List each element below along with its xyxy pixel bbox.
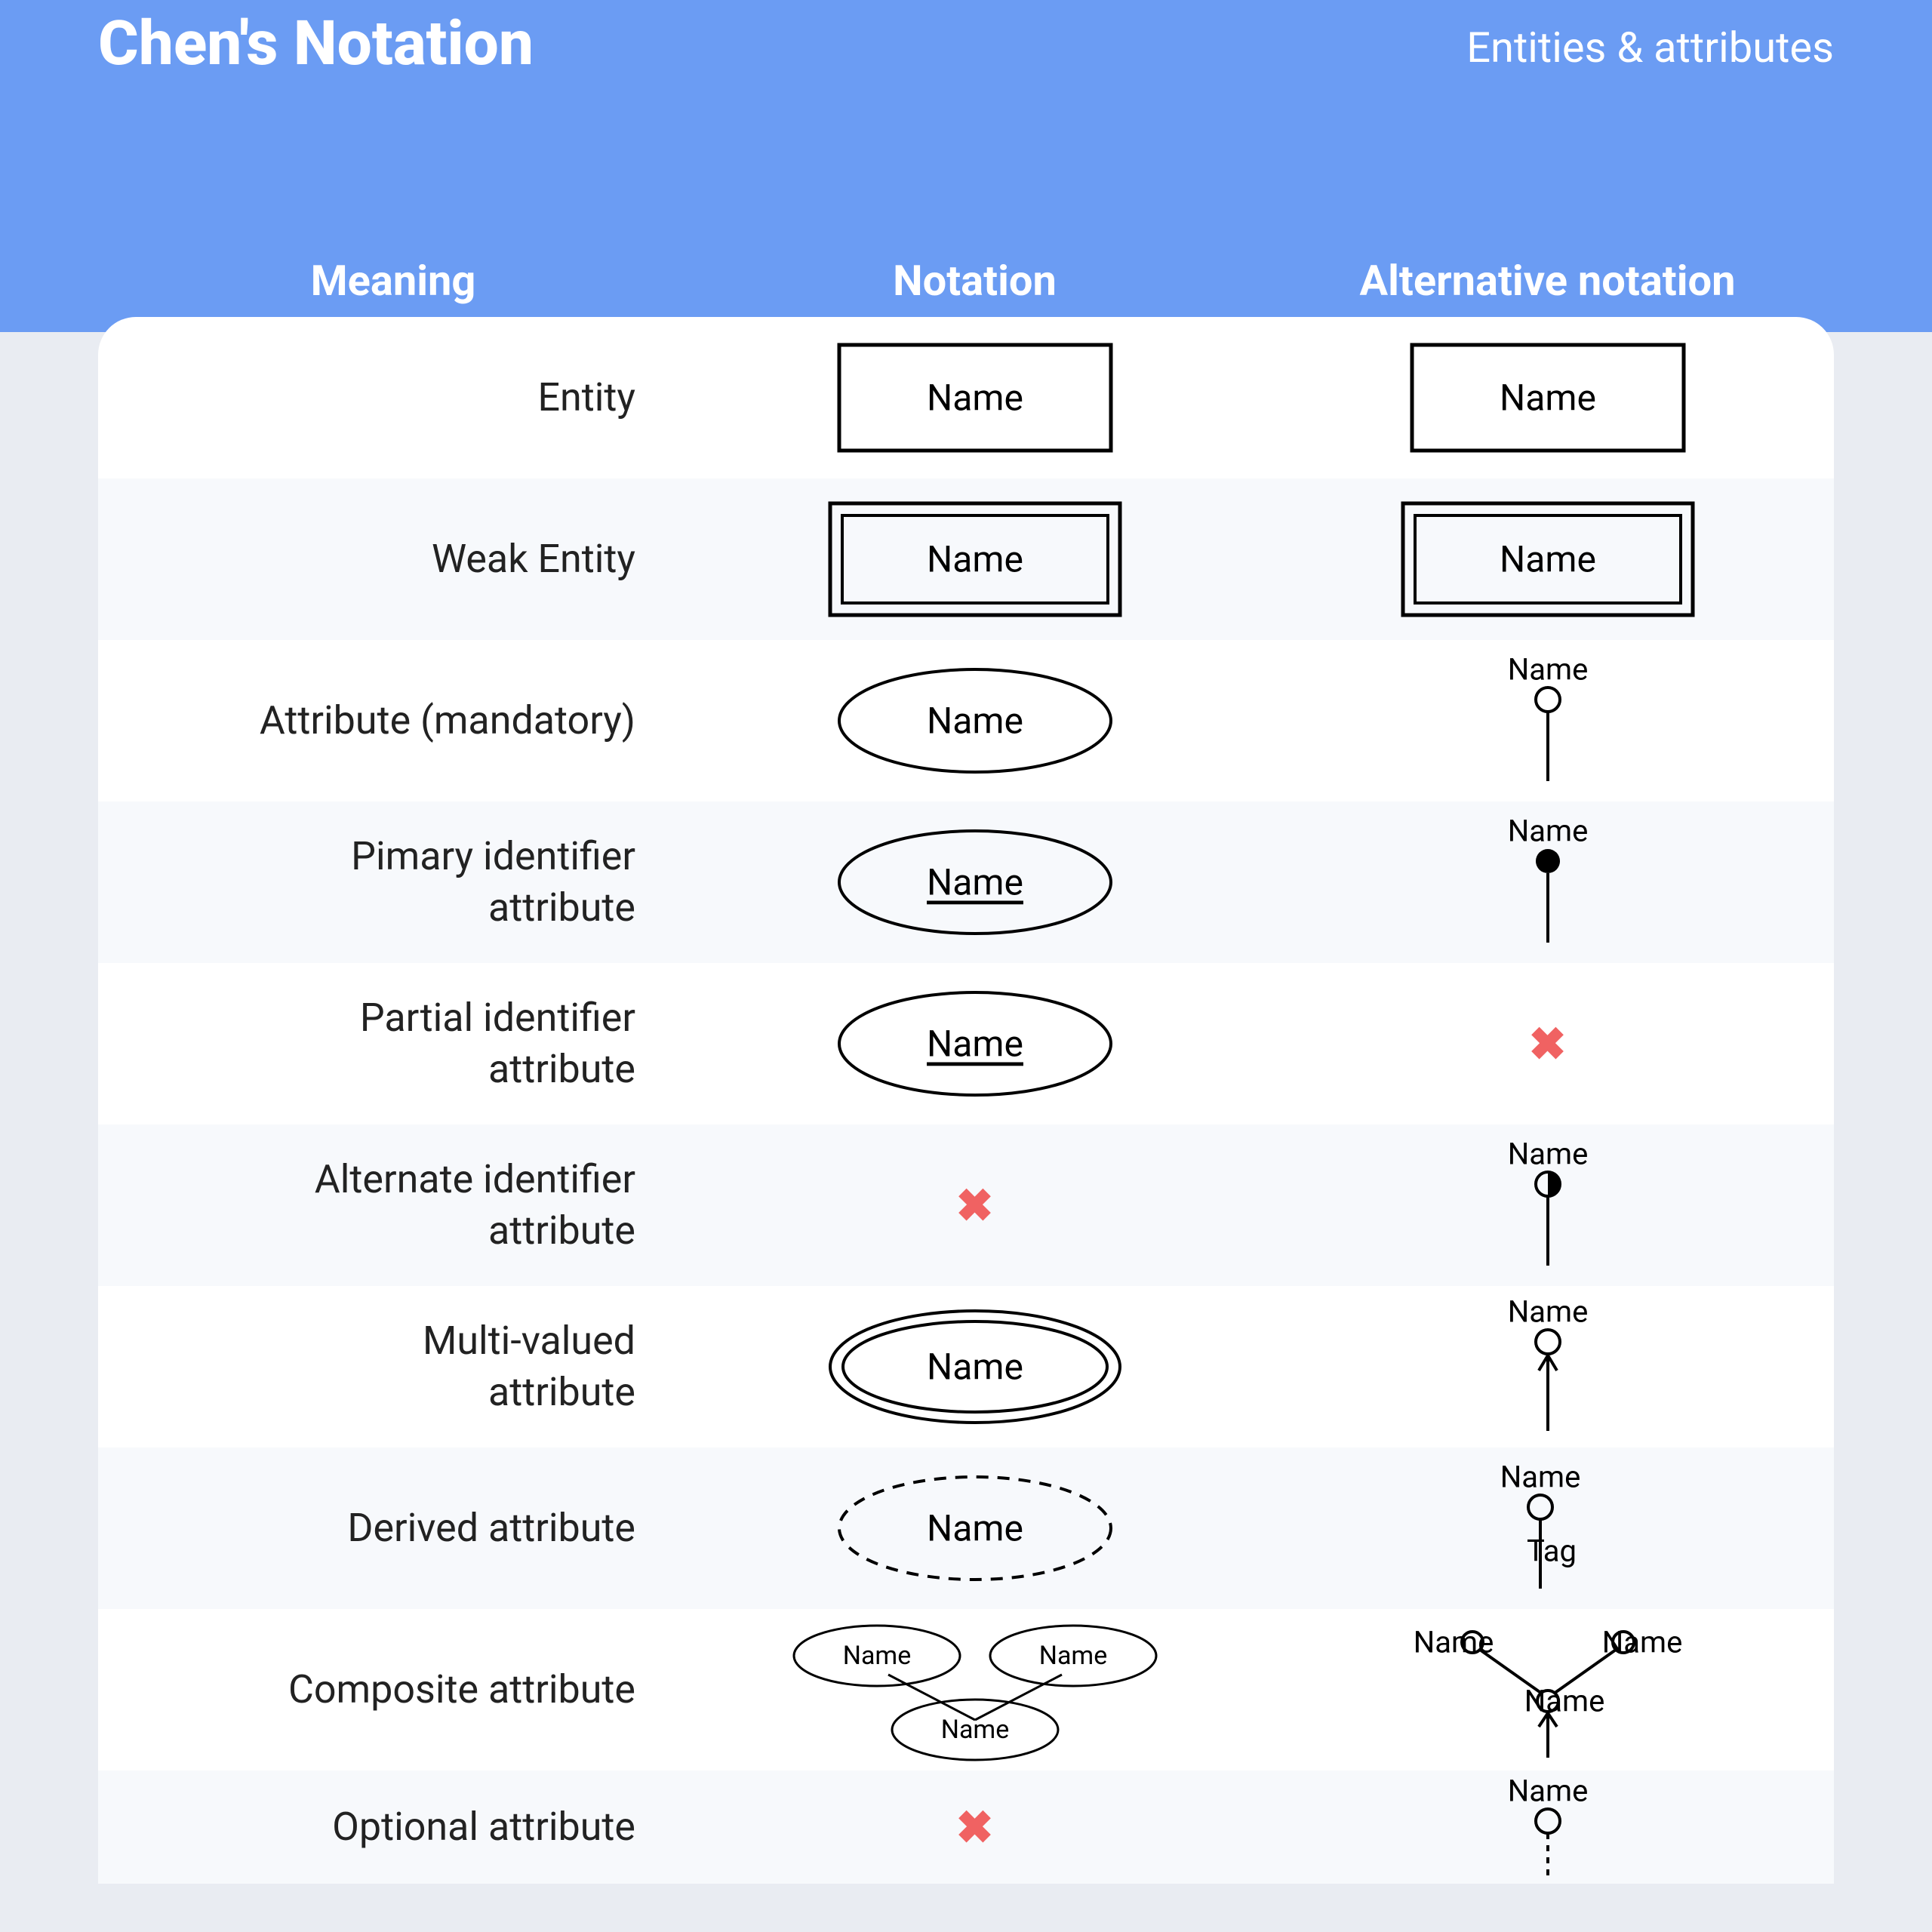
svg-text:Tag: Tag bbox=[1527, 1534, 1577, 1569]
svg-text:Name: Name bbox=[1507, 814, 1588, 849]
alt-attribute: Name bbox=[1261, 653, 1834, 789]
col-header-alternative: Alternative notation bbox=[1261, 256, 1834, 306]
meaning-label: Alternate identifier attribute bbox=[98, 1154, 688, 1256]
table-row: Weak Entity Name Name bbox=[98, 478, 1834, 640]
page-subtitle: Entities & attributes bbox=[1466, 23, 1834, 72]
svg-text:Name: Name bbox=[927, 1507, 1023, 1550]
alt-weak-entity: Name bbox=[1261, 499, 1834, 620]
table-row: Pimary identifier attribute Name Name bbox=[98, 801, 1834, 963]
notation-table: Entity Name Name Weak Entity Name bbox=[98, 317, 1834, 1884]
svg-text:Name: Name bbox=[842, 1641, 911, 1671]
svg-text:Name: Name bbox=[1507, 1137, 1588, 1172]
notation-partial-id: Name bbox=[688, 987, 1261, 1100]
svg-text:Name: Name bbox=[927, 538, 1023, 581]
col-header-notation: Notation bbox=[688, 256, 1261, 306]
meaning-label: Weak Entity bbox=[98, 534, 688, 585]
svg-text:Name: Name bbox=[1500, 377, 1596, 420]
svg-text:Name: Name bbox=[1507, 652, 1588, 688]
page-title: Chen's Notation bbox=[98, 8, 534, 80]
alt-entity: Name bbox=[1261, 341, 1834, 454]
cross-icon: ✖ bbox=[1528, 1017, 1566, 1071]
svg-text:Name: Name bbox=[927, 377, 1023, 420]
table-row: Optional attribute ✖ Name bbox=[98, 1770, 1834, 1884]
alt-multivalued: Name bbox=[1261, 1295, 1834, 1438]
svg-text:Name: Name bbox=[1500, 538, 1596, 581]
meaning-label: Composite attribute bbox=[98, 1664, 688, 1715]
notation-primary-id: Name bbox=[688, 826, 1261, 939]
alt-primary-id: Name bbox=[1261, 814, 1834, 950]
alt-composite: Name Name Name bbox=[1261, 1618, 1834, 1761]
table-row: Entity Name Name bbox=[98, 317, 1834, 478]
svg-text:Name: Name bbox=[1507, 1294, 1588, 1330]
svg-text:Name: Name bbox=[1507, 1774, 1588, 1809]
svg-text:Name: Name bbox=[940, 1715, 1009, 1745]
table-row: Composite attribute Name Name Name Name … bbox=[98, 1609, 1834, 1770]
notation-alternate-id: ✖ bbox=[688, 1179, 1261, 1232]
svg-text:Name: Name bbox=[927, 1346, 1023, 1389]
table-row: Derived attribute Name Name Tag bbox=[98, 1447, 1834, 1609]
alt-derived: Name Tag bbox=[1261, 1460, 1834, 1596]
meaning-label: Pimary identifier attribute bbox=[98, 831, 688, 933]
meaning-label: Multi-valued attribute bbox=[98, 1315, 688, 1417]
meaning-label: Entity bbox=[98, 372, 688, 423]
alt-optional: Name bbox=[1261, 1774, 1834, 1880]
notation-entity: Name bbox=[688, 341, 1261, 454]
svg-text:Name: Name bbox=[1500, 1460, 1580, 1495]
table-row: Multi-valued attribute Name Name bbox=[98, 1286, 1834, 1447]
notation-composite: Name Name Name bbox=[688, 1618, 1261, 1761]
meaning-label: Optional attribute bbox=[98, 1801, 688, 1853]
alt-alternate-id: Name bbox=[1261, 1137, 1834, 1273]
table-row: Partial identifier attribute Name ✖ bbox=[98, 963, 1834, 1124]
svg-text:Name: Name bbox=[927, 700, 1023, 743]
notation-derived: Name bbox=[688, 1472, 1261, 1585]
table-row: Alternate identifier attribute ✖ Name bbox=[98, 1124, 1834, 1286]
svg-text:Name: Name bbox=[1524, 1684, 1604, 1719]
svg-text:Name: Name bbox=[1038, 1641, 1107, 1671]
col-header-meaning: Meaning bbox=[98, 256, 688, 306]
notation-multivalued: Name bbox=[688, 1306, 1261, 1427]
meaning-label: Derived attribute bbox=[98, 1503, 688, 1554]
meaning-label: Attribute (mandatory) bbox=[98, 695, 688, 746]
notation-optional: ✖ bbox=[688, 1801, 1261, 1854]
table-row: Attribute (mandatory) Name Name bbox=[98, 640, 1834, 801]
svg-text:Name: Name bbox=[927, 861, 1023, 904]
cross-icon: ✖ bbox=[955, 1179, 993, 1232]
cross-icon: ✖ bbox=[955, 1801, 993, 1854]
notation-attribute: Name bbox=[688, 664, 1261, 777]
svg-text:Name: Name bbox=[927, 1023, 1023, 1066]
column-headers: Meaning Notation Alternative notation bbox=[98, 256, 1834, 306]
header: Chen's Notation Entities & attributes Me… bbox=[0, 0, 1932, 332]
notation-weak-entity: Name bbox=[688, 499, 1261, 620]
alt-partial-id: ✖ bbox=[1261, 1017, 1834, 1071]
meaning-label: Partial identifier attribute bbox=[98, 992, 688, 1094]
